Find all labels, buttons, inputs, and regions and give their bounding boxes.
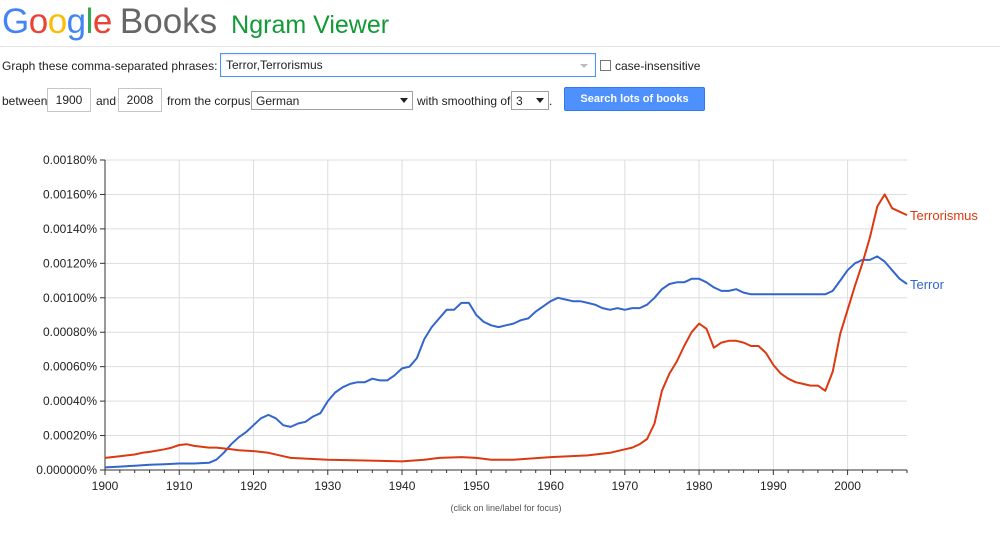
phrases-label: Graph these comma-separated phrases:	[2, 59, 218, 73]
search-button[interactable]: Search lots of books	[564, 87, 705, 111]
header-divider	[0, 46, 1000, 47]
logo-letter: e	[92, 2, 112, 41]
corpus-label: from the corpus	[167, 94, 251, 108]
x-tick-label: 1910	[166, 479, 193, 493]
chart-axes: 0.000000% 0.00020% 0.00040% 0.00060% 0.00080…	[36, 153, 908, 493]
series-line-terrorismus[interactable]	[104, 193, 908, 463]
logo-letter: o	[28, 2, 48, 41]
and-label: and	[96, 94, 117, 108]
phrases-input-value: Terror,Terrorismus	[226, 58, 323, 72]
logo-letter: l	[85, 2, 94, 41]
header: Google Books Ngram Viewer	[2, 2, 389, 46]
x-tick-label: 1960	[537, 479, 564, 493]
case-insensitive-checkbox[interactable]	[600, 60, 611, 71]
app-title: Ngram Viewer	[231, 11, 390, 39]
x-tick-label: 1970	[611, 479, 638, 493]
focus-hint: (click on line/label for focus)	[450, 503, 562, 513]
smoothing-select-value: 3	[516, 94, 523, 108]
between-label: between	[2, 94, 48, 108]
x-tick-label: 1990	[760, 479, 787, 493]
y-tick-label: 0.000000%	[36, 463, 97, 477]
google-logo[interactable]: Google	[2, 2, 112, 42]
case-insensitive-label[interactable]: case-insensitive	[615, 59, 701, 73]
y-tick-label: 0.00020%	[43, 429, 97, 443]
phrases-input[interactable]: Terror,Terrorismus	[220, 53, 596, 77]
series-label-terrorismus[interactable]: Terrorismus	[910, 208, 978, 223]
dropdown-arrow-icon[interactable]	[580, 64, 588, 68]
chevron-down-icon	[536, 98, 544, 103]
x-tick-label: 1930	[314, 479, 341, 493]
smoothing-select[interactable]: 3	[511, 91, 549, 110]
x-tick-label: 1940	[389, 479, 416, 493]
smoothing-label: with smoothing of	[417, 94, 511, 108]
y-tick-label: 0.00180%	[43, 153, 97, 167]
y-tick-label: 0.00060%	[43, 360, 97, 374]
y-tick-label: 0.00160%	[43, 187, 97, 201]
x-tick-label: 1900	[92, 479, 119, 493]
x-tick-label: 2000	[834, 479, 861, 493]
y-tick-label: 0.00040%	[43, 394, 97, 408]
x-tick-label: 1980	[686, 479, 713, 493]
logo-letter: g	[66, 2, 86, 41]
corpus-select[interactable]: German	[251, 91, 413, 110]
logo-letter: G	[2, 2, 29, 41]
chart-series[interactable]	[104, 193, 908, 469]
series-line-terror[interactable]	[104, 255, 908, 469]
chart-series-labels[interactable]: Terror Terrorismus	[910, 208, 978, 292]
chevron-down-icon	[400, 98, 408, 103]
logo-letter: o	[47, 2, 67, 41]
x-tick-label: 1950	[463, 479, 490, 493]
series-label-terror[interactable]: Terror	[910, 277, 945, 292]
chart-grid	[105, 159, 907, 470]
year-end-input[interactable]: 2008	[118, 88, 162, 112]
year-start-input[interactable]: 1900	[47, 88, 91, 112]
y-tick-label: 0.00080%	[43, 325, 97, 339]
y-tick-label: 0.00100%	[43, 291, 97, 305]
corpus-select-value: German	[256, 94, 300, 108]
ngram-chart: 0.000000% 0.00020% 0.00040% 0.00060% 0.00080…	[36, 153, 978, 493]
y-tick-label: 0.00120%	[43, 256, 97, 270]
x-tick-label: 1920	[240, 479, 267, 493]
y-tick-label: 0.00140%	[43, 222, 97, 236]
trailing-dot: .	[549, 94, 553, 108]
books-wordmark: Books	[119, 2, 218, 41]
